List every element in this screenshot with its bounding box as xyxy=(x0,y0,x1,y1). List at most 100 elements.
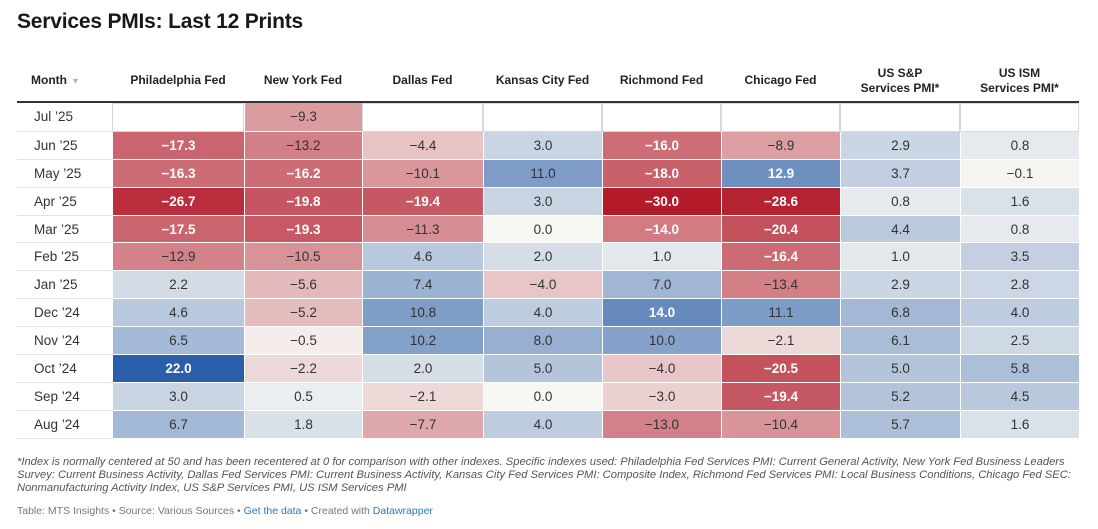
footnote: *Index is normally centered at 50 and ha… xyxy=(17,456,1071,495)
value-cell: 3.5 xyxy=(960,243,1079,272)
value-cell: −12.9 xyxy=(112,243,244,272)
value-cell xyxy=(840,103,960,132)
value-cell: 4.6 xyxy=(112,299,244,328)
value-cell: 5.2 xyxy=(840,382,960,411)
column-header-month[interactable]: Month ▼ xyxy=(17,60,112,103)
value-cell: 2.9 xyxy=(840,271,960,300)
value-cell: −11.3 xyxy=(362,215,483,244)
value-cell: −17.5 xyxy=(112,215,244,244)
value-cell: 11.0 xyxy=(483,159,602,188)
value-cell: −5.2 xyxy=(244,299,362,328)
value-cell: 4.4 xyxy=(840,215,960,244)
value-cell: 1.6 xyxy=(960,410,1079,439)
table-row: Jun ’25 −17.3 −13.2 −4.4 3.0 −16.0 −8.9 2.9 0.8 xyxy=(17,131,1079,160)
value-cell: 6.5 xyxy=(112,327,244,356)
value-cell: 3.0 xyxy=(112,382,244,411)
month-cell: Feb ’25 xyxy=(17,243,112,272)
value-cell: 5.8 xyxy=(960,355,1079,383)
value-cell: 0.8 xyxy=(840,187,960,216)
value-cell: 5.0 xyxy=(483,355,602,383)
month-cell: Apr ’25 xyxy=(17,188,112,216)
value-cell: −0.5 xyxy=(244,327,362,356)
value-cell: 1.8 xyxy=(244,410,362,439)
value-cell: −16.4 xyxy=(721,243,840,272)
month-cell: Aug ’24 xyxy=(17,411,112,439)
value-cell: −19.4 xyxy=(362,187,483,216)
value-cell: −19.3 xyxy=(244,215,362,244)
value-cell: −13.4 xyxy=(721,271,840,300)
table-row: Mar ’25 −17.5 −19.3 −11.3 0.0 −14.0 −20.4 4.4 0.… xyxy=(17,215,1079,244)
value-cell: 2.2 xyxy=(112,271,244,300)
column-header[interactable]: Richmond Fed xyxy=(602,60,721,103)
value-cell: −17.3 xyxy=(112,131,244,160)
get-data-link[interactable]: Get the data xyxy=(243,505,302,517)
credit-table: Table: MTS Insights xyxy=(17,505,110,517)
value-cell: −16.2 xyxy=(244,159,362,188)
value-cell: −13.2 xyxy=(244,131,362,160)
value-cell: 3.0 xyxy=(483,131,602,160)
credit-created: Created with xyxy=(310,505,370,517)
value-cell: −2.1 xyxy=(362,382,483,411)
column-header[interactable]: US S&P Services PMI* xyxy=(840,60,960,103)
column-header[interactable]: New York Fed xyxy=(244,60,362,103)
table-row: Apr ’25 −26.7 −19.8 −19.4 3.0 −30.0 −28.6 0.8 1.… xyxy=(17,187,1079,216)
month-cell: Nov ’24 xyxy=(17,327,112,356)
value-cell: 4.0 xyxy=(483,410,602,439)
column-header-label: Month xyxy=(31,72,67,87)
value-cell: 7.0 xyxy=(602,271,721,300)
value-cell: −19.8 xyxy=(244,187,362,216)
value-cell: −9.3 xyxy=(244,103,362,132)
value-cell: −20.5 xyxy=(721,355,840,383)
column-header[interactable]: Kansas City Fed xyxy=(483,60,602,103)
value-cell: −5.6 xyxy=(244,271,362,300)
credit-sep: • xyxy=(301,505,311,517)
table-row: Feb ’25 −12.9 −10.5 4.6 2.0 1.0 −16.4 1.0 3.5 xyxy=(17,243,1079,272)
value-cell: −19.4 xyxy=(721,382,840,411)
table-body: Jul ’25 −9.3 Jun ’25 −17.3 −13.2 −4.4 3.0 −16.0… xyxy=(17,103,1079,439)
value-cell: −4.4 xyxy=(362,131,483,160)
value-cell: 8.0 xyxy=(483,327,602,356)
sort-arrow-icon[interactable]: ▼ xyxy=(70,75,80,86)
value-cell: 6.1 xyxy=(840,327,960,356)
value-cell: 10.0 xyxy=(602,327,721,356)
value-cell: 14.0 xyxy=(602,299,721,328)
value-cell: 2.0 xyxy=(483,243,602,272)
table-row: Nov ’24 6.5 −0.5 10.2 8.0 10.0 −2.1 6.1 2.5 xyxy=(17,327,1079,356)
value-cell: 4.6 xyxy=(362,243,483,272)
value-cell: 2.9 xyxy=(840,131,960,160)
column-header[interactable]: Dallas Fed xyxy=(362,60,483,103)
credit-line: Table: MTS Insights • Source: Various So… xyxy=(17,505,433,517)
value-cell: −0.1 xyxy=(960,159,1079,188)
value-cell: 1.0 xyxy=(840,243,960,272)
value-cell: −28.6 xyxy=(721,187,840,216)
value-cell: −30.0 xyxy=(602,187,721,216)
table-row: Sep ’24 3.0 0.5 −2.1 0.0 −3.0 −19.4 5.2 4.5 xyxy=(17,382,1079,411)
value-cell: −10.1 xyxy=(362,159,483,188)
value-cell xyxy=(602,103,721,132)
value-cell: 11.1 xyxy=(721,299,840,328)
column-header[interactable]: Chicago Fed xyxy=(721,60,840,103)
month-cell: Jul ’25 xyxy=(17,103,112,132)
value-cell: 4.0 xyxy=(483,299,602,328)
value-cell: 1.6 xyxy=(960,187,1079,216)
value-cell: −2.1 xyxy=(721,327,840,356)
value-cell: −14.0 xyxy=(602,215,721,244)
value-cell: 3.7 xyxy=(840,159,960,188)
month-cell: Dec ’24 xyxy=(17,299,112,328)
value-cell: −16.0 xyxy=(602,131,721,160)
value-cell: 5.0 xyxy=(840,355,960,383)
value-cell: −18.0 xyxy=(602,159,721,188)
datawrapper-link[interactable]: Datawrapper xyxy=(372,505,433,517)
value-cell: −3.0 xyxy=(602,382,721,411)
month-cell: May ’25 xyxy=(17,160,112,188)
value-cell: −16.3 xyxy=(112,159,244,188)
table-row: Aug ’24 6.7 1.8 −7.7 4.0 −13.0 −10.4 5.7 1.6 xyxy=(17,410,1079,439)
value-cell: 5.7 xyxy=(840,410,960,439)
value-cell: 10.2 xyxy=(362,327,483,356)
chart-title: Services PMIs: Last 12 Prints xyxy=(17,10,304,33)
value-cell: 2.0 xyxy=(362,355,483,383)
value-cell: −26.7 xyxy=(112,187,244,216)
column-header[interactable]: US ISM Services PMI* xyxy=(960,60,1079,103)
column-header[interactable]: Philadelphia Fed xyxy=(112,60,244,103)
value-cell: 0.5 xyxy=(244,382,362,411)
